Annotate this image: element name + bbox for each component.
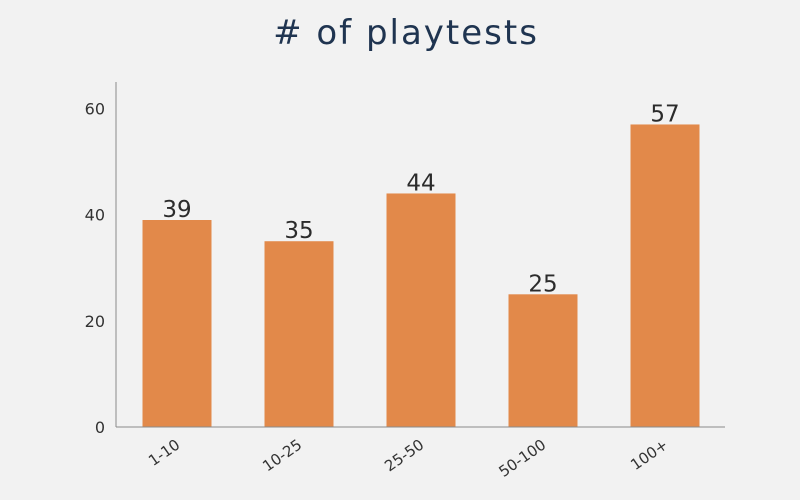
x-tick-label: 100+ (627, 436, 671, 474)
x-tick-label: 50-100 (495, 436, 549, 481)
data-label: 35 (284, 218, 313, 244)
data-label: 44 (406, 170, 435, 196)
y-axis-ticks: 0 20 40 60 (85, 100, 105, 437)
data-label: 25 (528, 271, 557, 297)
bars (142, 124, 700, 427)
x-tick-label: 1-10 (145, 436, 183, 470)
data-label: 57 (650, 101, 679, 127)
x-axis-ticks: 1-10 10-25 25-50 50-100 100+ (145, 436, 671, 481)
y-tick-label: 40 (85, 206, 105, 225)
y-tick-label: 20 (85, 312, 105, 331)
bar-100+ (630, 124, 700, 427)
y-tick-label: 60 (85, 100, 105, 119)
data-labels: 39 35 44 25 57 (162, 101, 679, 297)
bar-50-100 (508, 294, 578, 427)
data-label: 39 (162, 197, 191, 223)
y-tick-label: 0 (95, 418, 105, 437)
bar-25-50 (386, 193, 456, 427)
chart-title: # of playtests (273, 13, 539, 53)
bar-10-25 (264, 241, 334, 427)
bar-1-10 (142, 220, 212, 427)
x-tick-label: 10-25 (259, 436, 305, 476)
x-tick-label: 25-50 (381, 436, 427, 476)
